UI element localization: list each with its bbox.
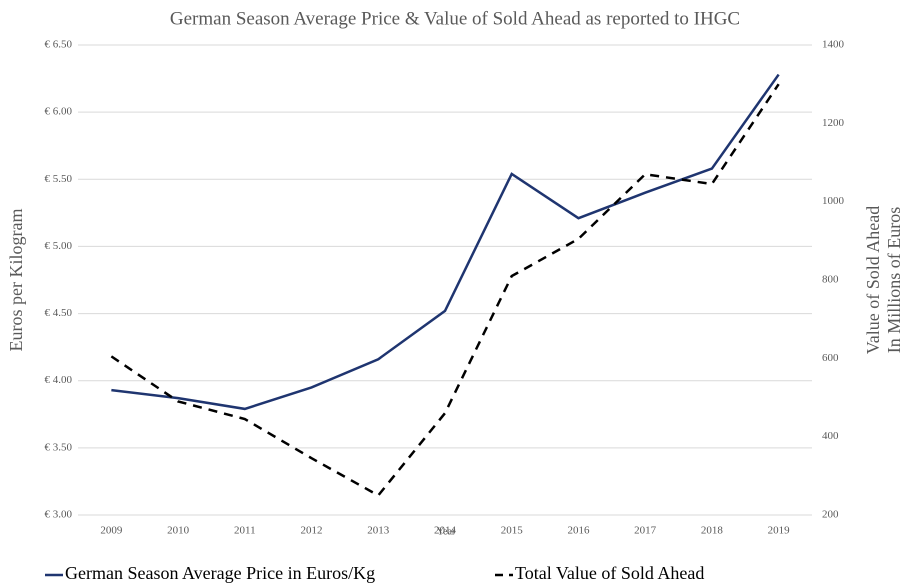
y-tick-label: € 4.50	[45, 307, 73, 319]
x-tick-label: 2013	[367, 525, 390, 537]
x-axis-title: Year	[437, 526, 456, 537]
x-tick-label: 2009	[100, 525, 123, 537]
y2-tick-label: 800	[822, 274, 839, 286]
y-axis-title: Euros per Kilogram	[6, 209, 26, 352]
legend-label: German Season Average Price in Euros/Kg	[65, 563, 375, 583]
series-line	[111, 73, 780, 411]
x-tick-label: 2010	[167, 525, 190, 537]
chart-title: German Season Average Price & Value of S…	[170, 8, 740, 29]
y-tick-label: € 5.50	[45, 173, 73, 185]
legend-label: Total Value of Sold Ahead	[515, 563, 704, 583]
series-line	[110, 83, 780, 498]
y2-tick-label: 1000	[822, 195, 845, 207]
y2-tick-label: 400	[822, 430, 839, 442]
y2-axis-title: In Millions of Euros	[884, 207, 904, 354]
y-tick-label: € 6.50	[45, 39, 73, 51]
y2-tick-label: 1400	[822, 39, 845, 51]
y-tick-label: € 3.00	[45, 509, 73, 521]
x-tick-label: 2016	[567, 525, 590, 537]
y-tick-label: € 5.00	[45, 240, 73, 252]
x-tick-label: 2011	[234, 525, 256, 537]
x-tick-label: 2012	[301, 525, 323, 537]
y2-tick-label: 1200	[822, 117, 845, 129]
x-tick-label: 2017	[634, 525, 657, 537]
x-tick-label: 2015	[501, 525, 524, 537]
y2-axis-title: Value of Sold Ahead	[863, 206, 883, 354]
y-tick-label: € 6.00	[45, 106, 73, 118]
y2-tick-label: 200	[822, 509, 839, 521]
x-tick-label: 2019	[768, 525, 791, 537]
y-tick-label: € 3.50	[45, 441, 73, 453]
x-tick-label: 2014	[434, 525, 457, 537]
y-tick-label: € 4.00	[45, 374, 73, 386]
x-tick-label: 2018	[701, 525, 724, 537]
y2-tick-label: 600	[822, 352, 839, 364]
